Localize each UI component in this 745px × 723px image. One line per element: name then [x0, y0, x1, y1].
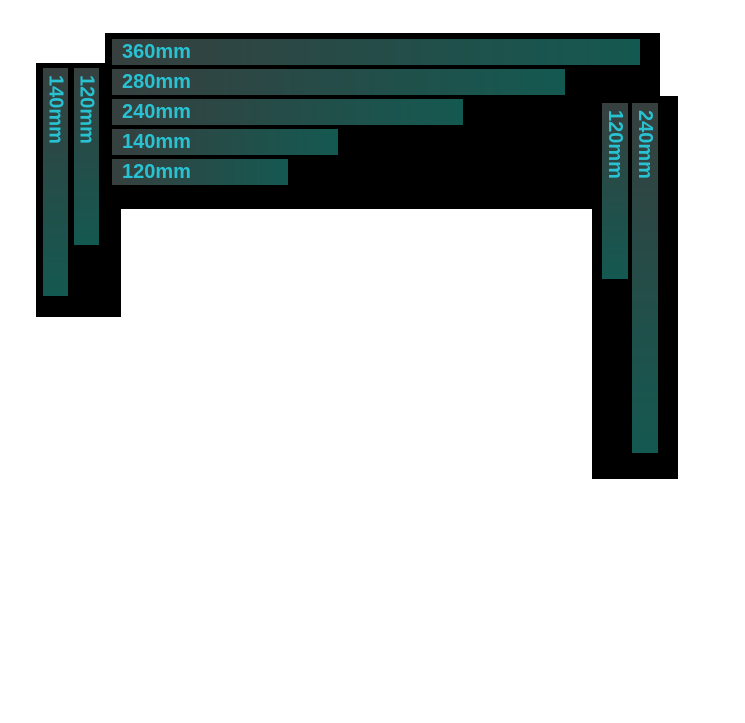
size-bar-label: 120mm	[604, 110, 626, 179]
size-bar-label: 140mm	[122, 131, 191, 153]
size-bar-left-120: 120mm	[74, 68, 99, 245]
size-bar-label: 360mm	[122, 41, 191, 63]
size-bar-label: 280mm	[122, 71, 191, 93]
size-bar-right-120: 120mm	[602, 103, 628, 279]
size-bar-label: 240mm	[634, 110, 656, 179]
size-bar-top-360: 360mm	[112, 39, 640, 65]
size-bar-label: 120mm	[122, 161, 191, 183]
size-bar-top-280: 280mm	[112, 69, 565, 95]
size-bar-left-140: 140mm	[43, 68, 68, 296]
size-bar-top-140: 140mm	[112, 129, 338, 155]
size-bar-top-240: 240mm	[112, 99, 463, 125]
size-bar-right-240: 240mm	[632, 103, 658, 453]
size-bar-top-120: 120mm	[112, 159, 288, 185]
size-bar-label: 240mm	[122, 101, 191, 123]
size-bar-label: 120mm	[75, 75, 98, 144]
size-bar-label: 140mm	[44, 75, 67, 144]
